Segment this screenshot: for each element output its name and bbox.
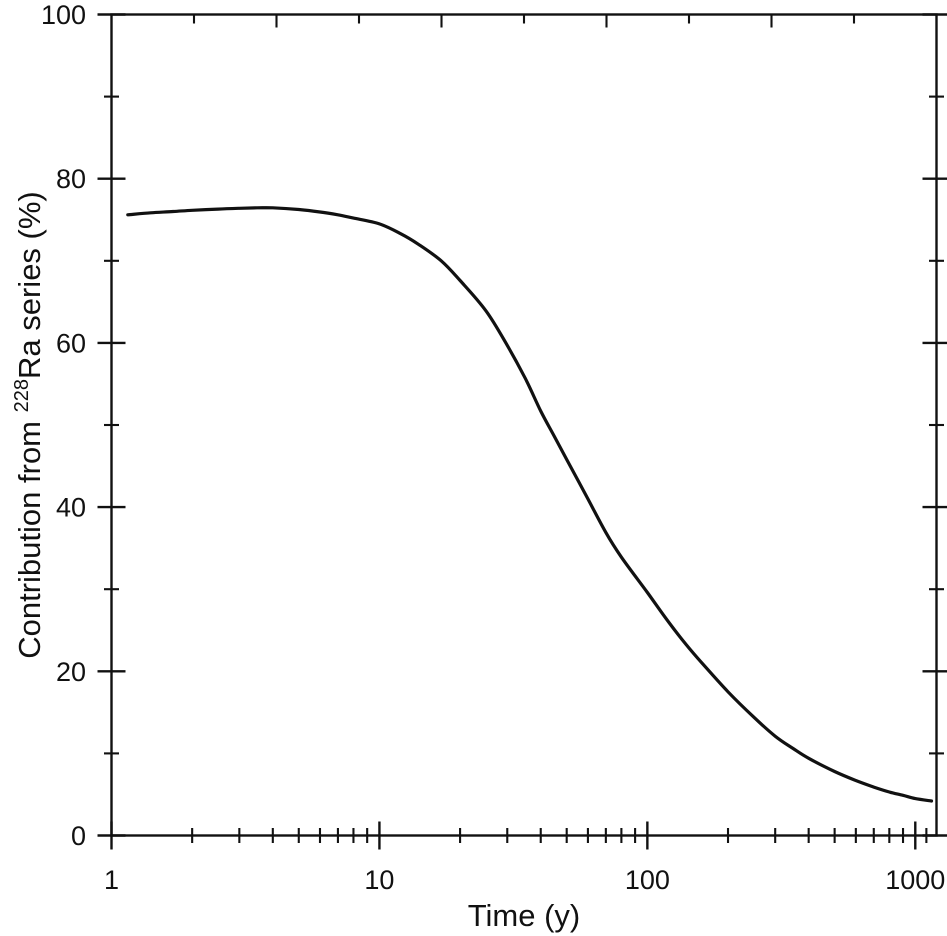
x-tick-label: 1000 xyxy=(885,865,945,895)
plot-box xyxy=(110,13,938,837)
y-tick-label: 100 xyxy=(41,0,86,30)
right-axis xyxy=(922,13,947,837)
x-axis: 1 10 100 1000 xyxy=(104,821,945,895)
x-tick-label: 10 xyxy=(364,865,394,895)
isotope-superscript: 228 xyxy=(11,379,33,412)
y-axis-title-suffix: Ra series (%) xyxy=(12,191,47,379)
y-axis-title: Contribution from 228Ra series (%) xyxy=(11,191,47,659)
y-tick-label: 80 xyxy=(56,164,86,194)
y-axis: 0 20 40 60 80 100 xyxy=(41,0,126,851)
x-axis-title: Time (y) xyxy=(468,898,581,933)
y-tick-label: 0 xyxy=(71,821,86,851)
y-tick-label: 60 xyxy=(56,328,86,358)
x-tick-label: 100 xyxy=(625,865,670,895)
x-tick-label: 1 xyxy=(104,865,119,895)
series-curve xyxy=(126,206,934,803)
y-tick-label: 40 xyxy=(56,493,86,523)
y-tick-label: 20 xyxy=(56,657,86,687)
y-axis-title-prefix: Contribution from xyxy=(12,412,47,658)
top-axis xyxy=(192,14,856,28)
